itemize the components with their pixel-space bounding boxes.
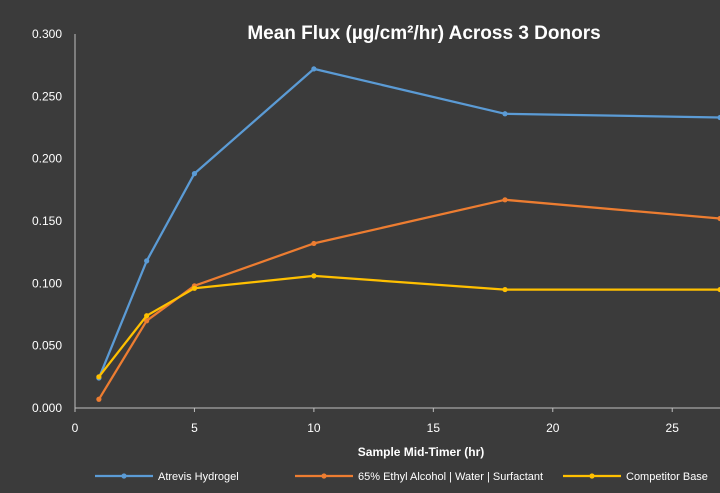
data-point [717, 286, 720, 293]
y-tick-label: 0.050 [32, 339, 62, 353]
legend-marker [121, 473, 127, 479]
legend-marker [589, 473, 595, 479]
legend-label: Atrevis Hydrogel [158, 471, 239, 483]
data-point [191, 171, 198, 177]
data-point [502, 286, 508, 293]
x-tick-label: 5 [191, 421, 198, 435]
data-point [311, 273, 317, 279]
x-tick-label: 25 [666, 421, 680, 435]
x-axis-title: Sample Mid-Timer (hr) [358, 445, 484, 459]
x-tick-label: 10 [307, 421, 321, 435]
data-point [96, 374, 102, 380]
data-point [311, 240, 317, 247]
plot-area: 0.000 0.050 0.100 0.150 0.200 0.250 0.300 0 5 10 1… [32, 27, 720, 435]
x-tick-label: 15 [427, 421, 441, 435]
data-point [144, 318, 150, 324]
y-tick-label: 0.200 [32, 152, 62, 166]
y-tick-label: 0.150 [32, 214, 62, 228]
y-tick-label: 0.300 [32, 27, 62, 41]
legend-marker [321, 473, 327, 479]
data-point [144, 258, 150, 264]
data-point [144, 313, 150, 319]
data-point [191, 285, 198, 291]
data-point [502, 111, 508, 117]
data-point [717, 215, 720, 222]
legend-label: 65% Ethyl Alcohol | Water | Surfactant [358, 471, 543, 483]
y-tick-label: 0.250 [32, 89, 62, 103]
legend-label: Competitor Base [626, 471, 708, 483]
x-tick-label: 20 [546, 421, 560, 435]
series-line [98, 274, 720, 378]
y-tick-label: 0.100 [32, 276, 62, 290]
data-point [311, 66, 317, 72]
data-point [717, 114, 720, 121]
x-tick-label: 0 [72, 421, 79, 435]
chart-title: Mean Flux (µg/cm²/hr) Across 3 Donors [247, 23, 600, 44]
series-line [97, 67, 720, 379]
data-point [96, 396, 102, 402]
y-tick-label: 0.000 [32, 401, 62, 415]
legend: Atrevis Hydrogel 65% Ethyl Alcohol | Wate… [95, 471, 708, 483]
data-point [502, 197, 508, 203]
series-line [97, 198, 720, 400]
